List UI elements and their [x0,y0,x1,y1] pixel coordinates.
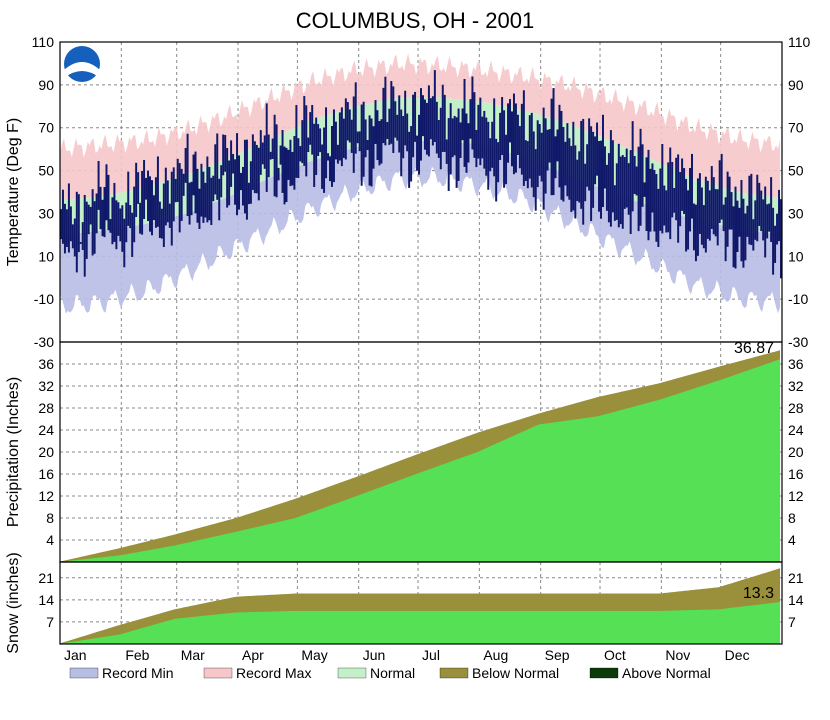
svg-text:Jan: Jan [64,647,87,663]
svg-text:Above Normal: Above Normal [622,665,711,681]
svg-text:36: 36 [38,356,54,372]
svg-text:10: 10 [38,248,54,264]
svg-text:14: 14 [788,592,804,608]
svg-text:110: 110 [32,34,55,50]
svg-text:16: 16 [38,466,54,482]
svg-text:90: 90 [788,77,804,93]
svg-text:Oct: Oct [604,647,626,663]
svg-text:Aug: Aug [483,647,508,663]
svg-text:-10: -10 [34,291,54,307]
svg-text:21: 21 [38,570,54,586]
svg-text:14: 14 [38,592,54,608]
climate-chart-panel: { "title": "COLUMBUS, OH - 2001", "layou… [0,0,830,720]
svg-text:16: 16 [788,466,804,482]
svg-text:12: 12 [38,488,54,504]
svg-text:110: 110 [788,34,811,50]
legend: Record Min Record Max Normal Below Normal Ab… [70,665,711,681]
svg-text:Jun: Jun [363,647,386,663]
svg-text:-30: -30 [788,334,808,350]
svg-text:8: 8 [788,510,796,526]
svg-text:24: 24 [38,422,54,438]
svg-text:36.87: 36.87 [734,340,774,357]
svg-text:32: 32 [38,378,54,394]
svg-text:20: 20 [788,444,804,460]
svg-text:7: 7 [788,614,796,630]
svg-text:May: May [301,647,327,663]
svg-text:Sep: Sep [545,647,570,663]
svg-text:Normal: Normal [370,665,415,681]
svg-text:90: 90 [38,77,54,93]
svg-text:4: 4 [46,532,54,548]
svg-text:Temperature (Deg F): Temperature (Deg F) [5,118,22,267]
chart-title: COLUMBUS, OH - 2001 [0,0,830,34]
svg-text:Below Normal: Below Normal [472,665,559,681]
svg-text:36: 36 [788,356,804,372]
chart-svg: -30 -30 -10 -10 10 10 30 30 50 50 70 70 90 90 110 110 Te… [0,34,830,714]
svg-text:21: 21 [788,570,804,586]
svg-text:Dec: Dec [725,647,750,663]
svg-text:20: 20 [38,444,54,460]
svg-text:Snow (inches): Snow (inches) [5,552,22,653]
svg-text:Feb: Feb [125,647,149,663]
svg-text:12: 12 [788,488,804,504]
svg-text:Record Max: Record Max [236,665,311,681]
svg-text:-30: -30 [34,334,54,350]
svg-text:8: 8 [46,510,54,526]
svg-text:24: 24 [788,422,804,438]
svg-text:Jul: Jul [422,647,440,663]
svg-text:Precipitation (Inches): Precipitation (Inches) [5,377,22,527]
svg-text:50: 50 [788,163,804,179]
svg-text:4: 4 [788,532,796,548]
svg-text:Record Min: Record Min [102,665,174,681]
svg-text:50: 50 [38,163,54,179]
svg-text:-10: -10 [788,291,808,307]
svg-text:30: 30 [788,205,804,221]
svg-text:28: 28 [38,400,54,416]
svg-text:10: 10 [788,248,804,264]
svg-text:28: 28 [788,400,804,416]
svg-text:Mar: Mar [181,647,205,663]
svg-text:70: 70 [788,120,804,136]
svg-text:32: 32 [788,378,804,394]
svg-text:70: 70 [38,120,54,136]
svg-text:7: 7 [46,614,54,630]
svg-text:30: 30 [38,205,54,221]
svg-text:13.3: 13.3 [743,585,774,602]
svg-text:Nov: Nov [665,647,690,663]
svg-text:Apr: Apr [242,647,264,663]
